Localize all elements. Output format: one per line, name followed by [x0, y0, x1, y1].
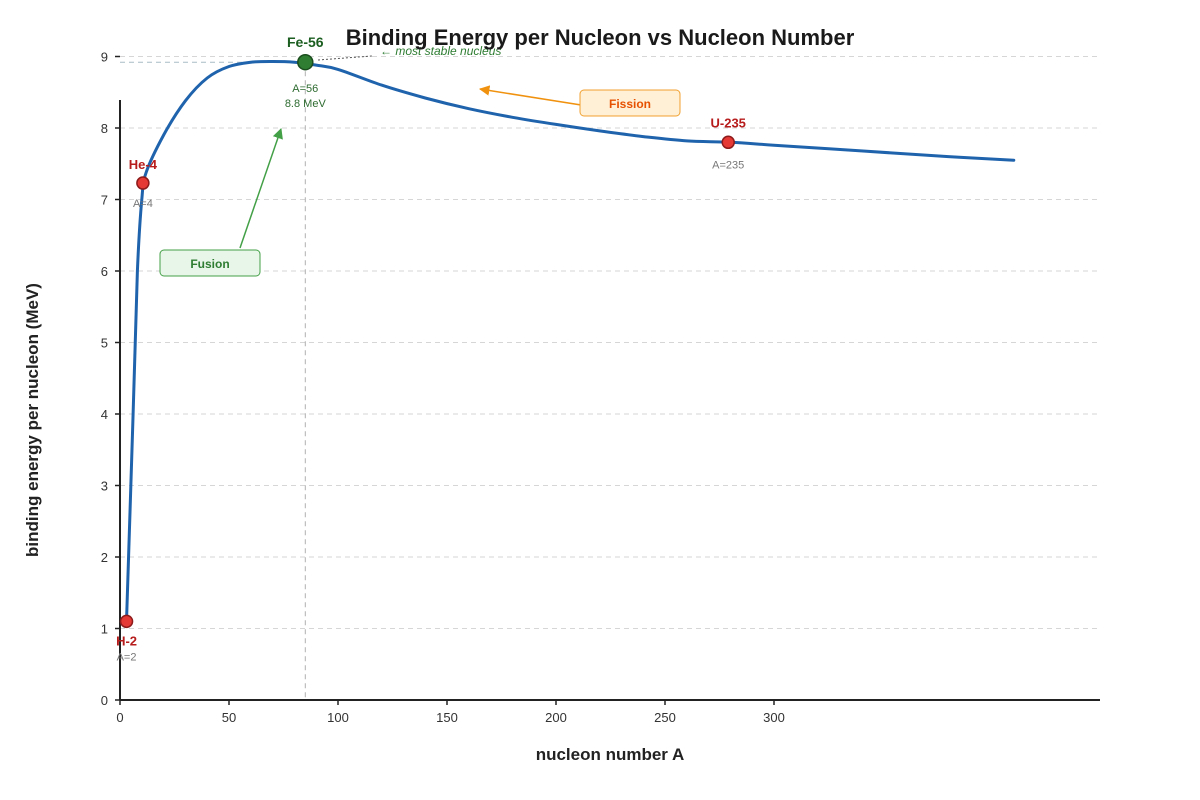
- y-tick-label: 0: [101, 693, 108, 708]
- y-tick-label: 4: [101, 407, 108, 422]
- fusion-label: Fusion: [190, 257, 229, 271]
- chart-title: Binding Energy per Nucleon vs Nucleon Nu…: [346, 25, 855, 50]
- fe56-peak-marker: [297, 53, 314, 71]
- y-axis-label: binding energy per nucleon (MeV): [23, 283, 42, 557]
- y-tick-label: 2: [101, 550, 108, 565]
- fusion-box: [159, 249, 261, 277]
- he4-mass-label: A=4: [133, 198, 153, 210]
- y-tick-label: 7: [101, 193, 108, 208]
- highlight-points: H-2 A=2 He-4 A=4 U-235 A=235: [116, 115, 746, 663]
- he4-marker: [136, 176, 150, 190]
- grid-lines: [120, 56, 1100, 629]
- fe56-mass-label: A=56: [292, 83, 318, 95]
- fe56-peak-group: Fe-56 A=56 8.8 MeV ← most stable nucleus: [285, 34, 502, 110]
- x-tick-label: 150: [436, 710, 458, 725]
- fission-box: [579, 89, 681, 117]
- y-tick-label: 3: [101, 479, 108, 494]
- y-tick-label: 6: [101, 264, 108, 279]
- y-axis-ticks: 0 1 2 3 4 5 6 7 8 9: [101, 50, 120, 708]
- fission-label: Fission: [609, 97, 651, 111]
- x-tick-label: 50: [222, 710, 236, 725]
- h2-marker: [119, 614, 134, 629]
- y-tick-label: 9: [101, 50, 108, 65]
- y-tick-label: 1: [101, 622, 108, 637]
- x-tick-label: 200: [545, 710, 567, 725]
- u235-label: U-235: [711, 115, 746, 130]
- fusion-annotation: Fusion: [159, 128, 283, 277]
- h2-label: H-2: [116, 633, 137, 648]
- y-tick-label: 8: [101, 121, 108, 136]
- y-tick-label: 5: [101, 336, 108, 351]
- x-tick-label: 100: [327, 710, 349, 725]
- u235-mass-label: A=235: [712, 159, 744, 171]
- x-tick-label: 0: [116, 710, 123, 725]
- x-axis-label: nucleon number A: [536, 745, 685, 764]
- he4-label: He-4: [129, 157, 158, 172]
- h2-mass-label: A=2: [117, 651, 137, 663]
- fe56-label: Fe-56: [287, 34, 324, 50]
- x-tick-label: 250: [654, 710, 676, 725]
- fusion-arrow: [239, 128, 283, 249]
- fission-annotation: Fission: [478, 85, 681, 117]
- x-axis-ticks: 0 50 100 150 200 250 300: [116, 700, 785, 725]
- most-stable-connector: [317, 55, 373, 61]
- u235-marker: [721, 135, 735, 150]
- fe56-energy-label: 8.8 MeV: [285, 98, 327, 110]
- x-tick-label: 300: [763, 710, 785, 725]
- most-stable-note: ← most stable nucleus: [380, 44, 501, 58]
- binding-energy-curve: [125, 59, 1016, 623]
